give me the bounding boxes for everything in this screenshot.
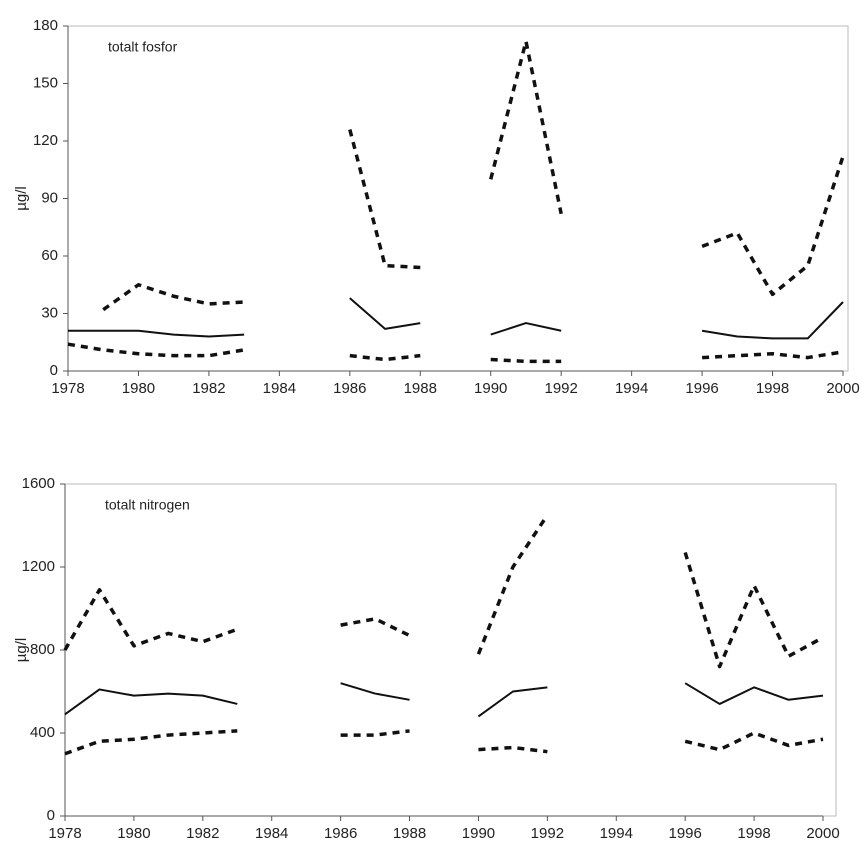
y-axis-label: µg/l [13,186,30,211]
series-line [701,301,844,340]
y-tick-label: 60 [41,247,58,264]
x-tick-label: 2000 [826,380,859,397]
x-tick-label: 1980 [117,825,150,842]
series-line [340,617,411,638]
series-line [340,729,410,737]
y-tick-label: 0 [47,807,55,824]
series-line [349,297,421,330]
x-tick-label: 1982 [186,825,219,842]
series-line [67,342,245,358]
series-line [349,353,421,362]
x-tick-label: 2000 [806,825,839,842]
x-tick-label: 1998 [756,380,789,397]
y-tick-label: 120 [33,132,58,149]
x-tick-label: 1984 [255,825,288,842]
y-tick-label: 1600 [22,475,55,492]
annotation: totalt nitrogen [105,497,190,513]
y-tick-label: 150 [33,74,58,91]
x-tick-label: 1984 [263,380,296,397]
x-tick-label: 1988 [393,825,426,842]
y-tick-label: 0 [50,362,58,379]
x-tick-label: 1978 [51,380,84,397]
series-line [64,688,238,716]
series-line [64,729,238,756]
series-line [63,588,238,651]
series-line [476,514,549,655]
y-tick-label: 90 [41,189,58,206]
y-tick-label: 30 [41,304,58,321]
x-tick-label: 1992 [544,380,577,397]
series-line [683,551,824,669]
y-tick-label: 1200 [22,558,55,575]
plot-frame [64,483,837,817]
series-line [340,682,410,701]
series-line [684,682,824,705]
x-tick-label: 1980 [122,380,155,397]
x-tick-label: 1982 [192,380,225,397]
x-tick-label: 1990 [474,380,507,397]
series-line [477,686,548,718]
series-line [701,350,844,360]
x-tick-label: 1998 [737,825,770,842]
y-tick-label: 800 [30,641,55,658]
x-tick-label: 1986 [324,825,357,842]
annotation: totalt fosfor [108,39,178,55]
series-line [478,745,548,754]
series-line [490,357,562,364]
series-line [348,129,421,270]
series-line [701,155,845,297]
x-tick-label: 1994 [615,380,648,397]
series-line [489,39,563,215]
series-line [102,283,245,312]
x-tick-label: 1988 [404,380,437,397]
x-tick-label: 1990 [462,825,495,842]
x-tick-label: 1996 [685,380,718,397]
y-tick-label: 180 [33,17,58,34]
series-line [684,731,824,752]
series-line [68,329,245,338]
x-tick-label: 1978 [48,825,81,842]
x-tick-label: 1994 [600,825,633,842]
x-tick-label: 1996 [668,825,701,842]
x-tick-label: 1986 [333,380,366,397]
y-axis-label: µg/l [13,638,30,663]
plot-frame [67,25,849,372]
y-tick-label: 400 [30,724,55,741]
series-line [490,322,562,336]
x-tick-label: 1992 [531,825,564,842]
